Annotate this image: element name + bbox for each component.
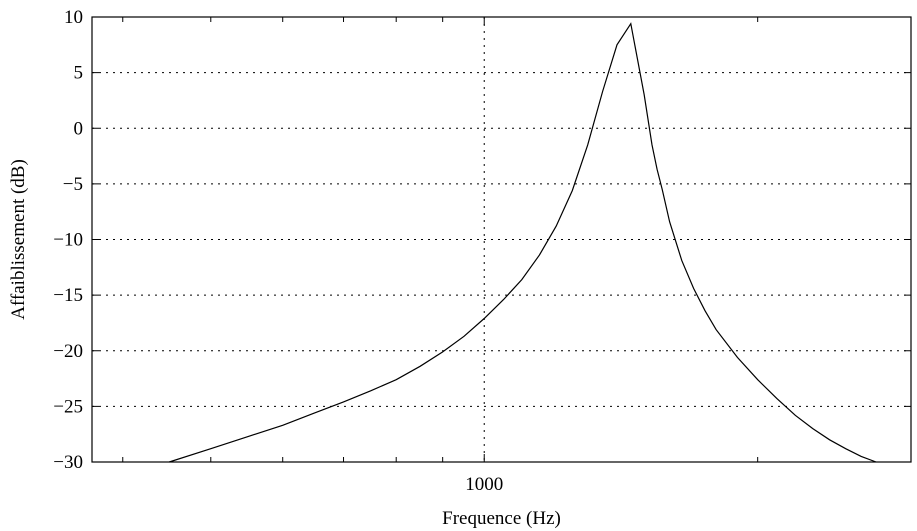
y-tick-label: −5 [63, 174, 83, 195]
plot-frame [91, 16, 912, 463]
x-tick-label: 1000 [465, 474, 503, 495]
y-tick-label: 0 [74, 118, 84, 139]
y-tick-label: 10 [64, 7, 83, 28]
y-tick-label: −25 [53, 396, 83, 417]
series-line [169, 22, 877, 463]
x-axis-label: Frequence (Hz) [442, 508, 561, 529]
y-tick-label: −30 [53, 452, 83, 473]
tick-layer [92, 16, 911, 463]
grid-layer [92, 16, 911, 462]
y-tick-label: −15 [53, 285, 83, 306]
y-tick-label: 5 [74, 63, 84, 84]
y-tick-label: −20 [53, 341, 83, 362]
y-axis-label: Affaiblissement (dB) [8, 159, 29, 320]
tick-label-layer: 10 5 0 −5 −10 −15 −20 −25 −30 1000 [53, 7, 503, 495]
y-tick-label: −10 [53, 230, 83, 251]
